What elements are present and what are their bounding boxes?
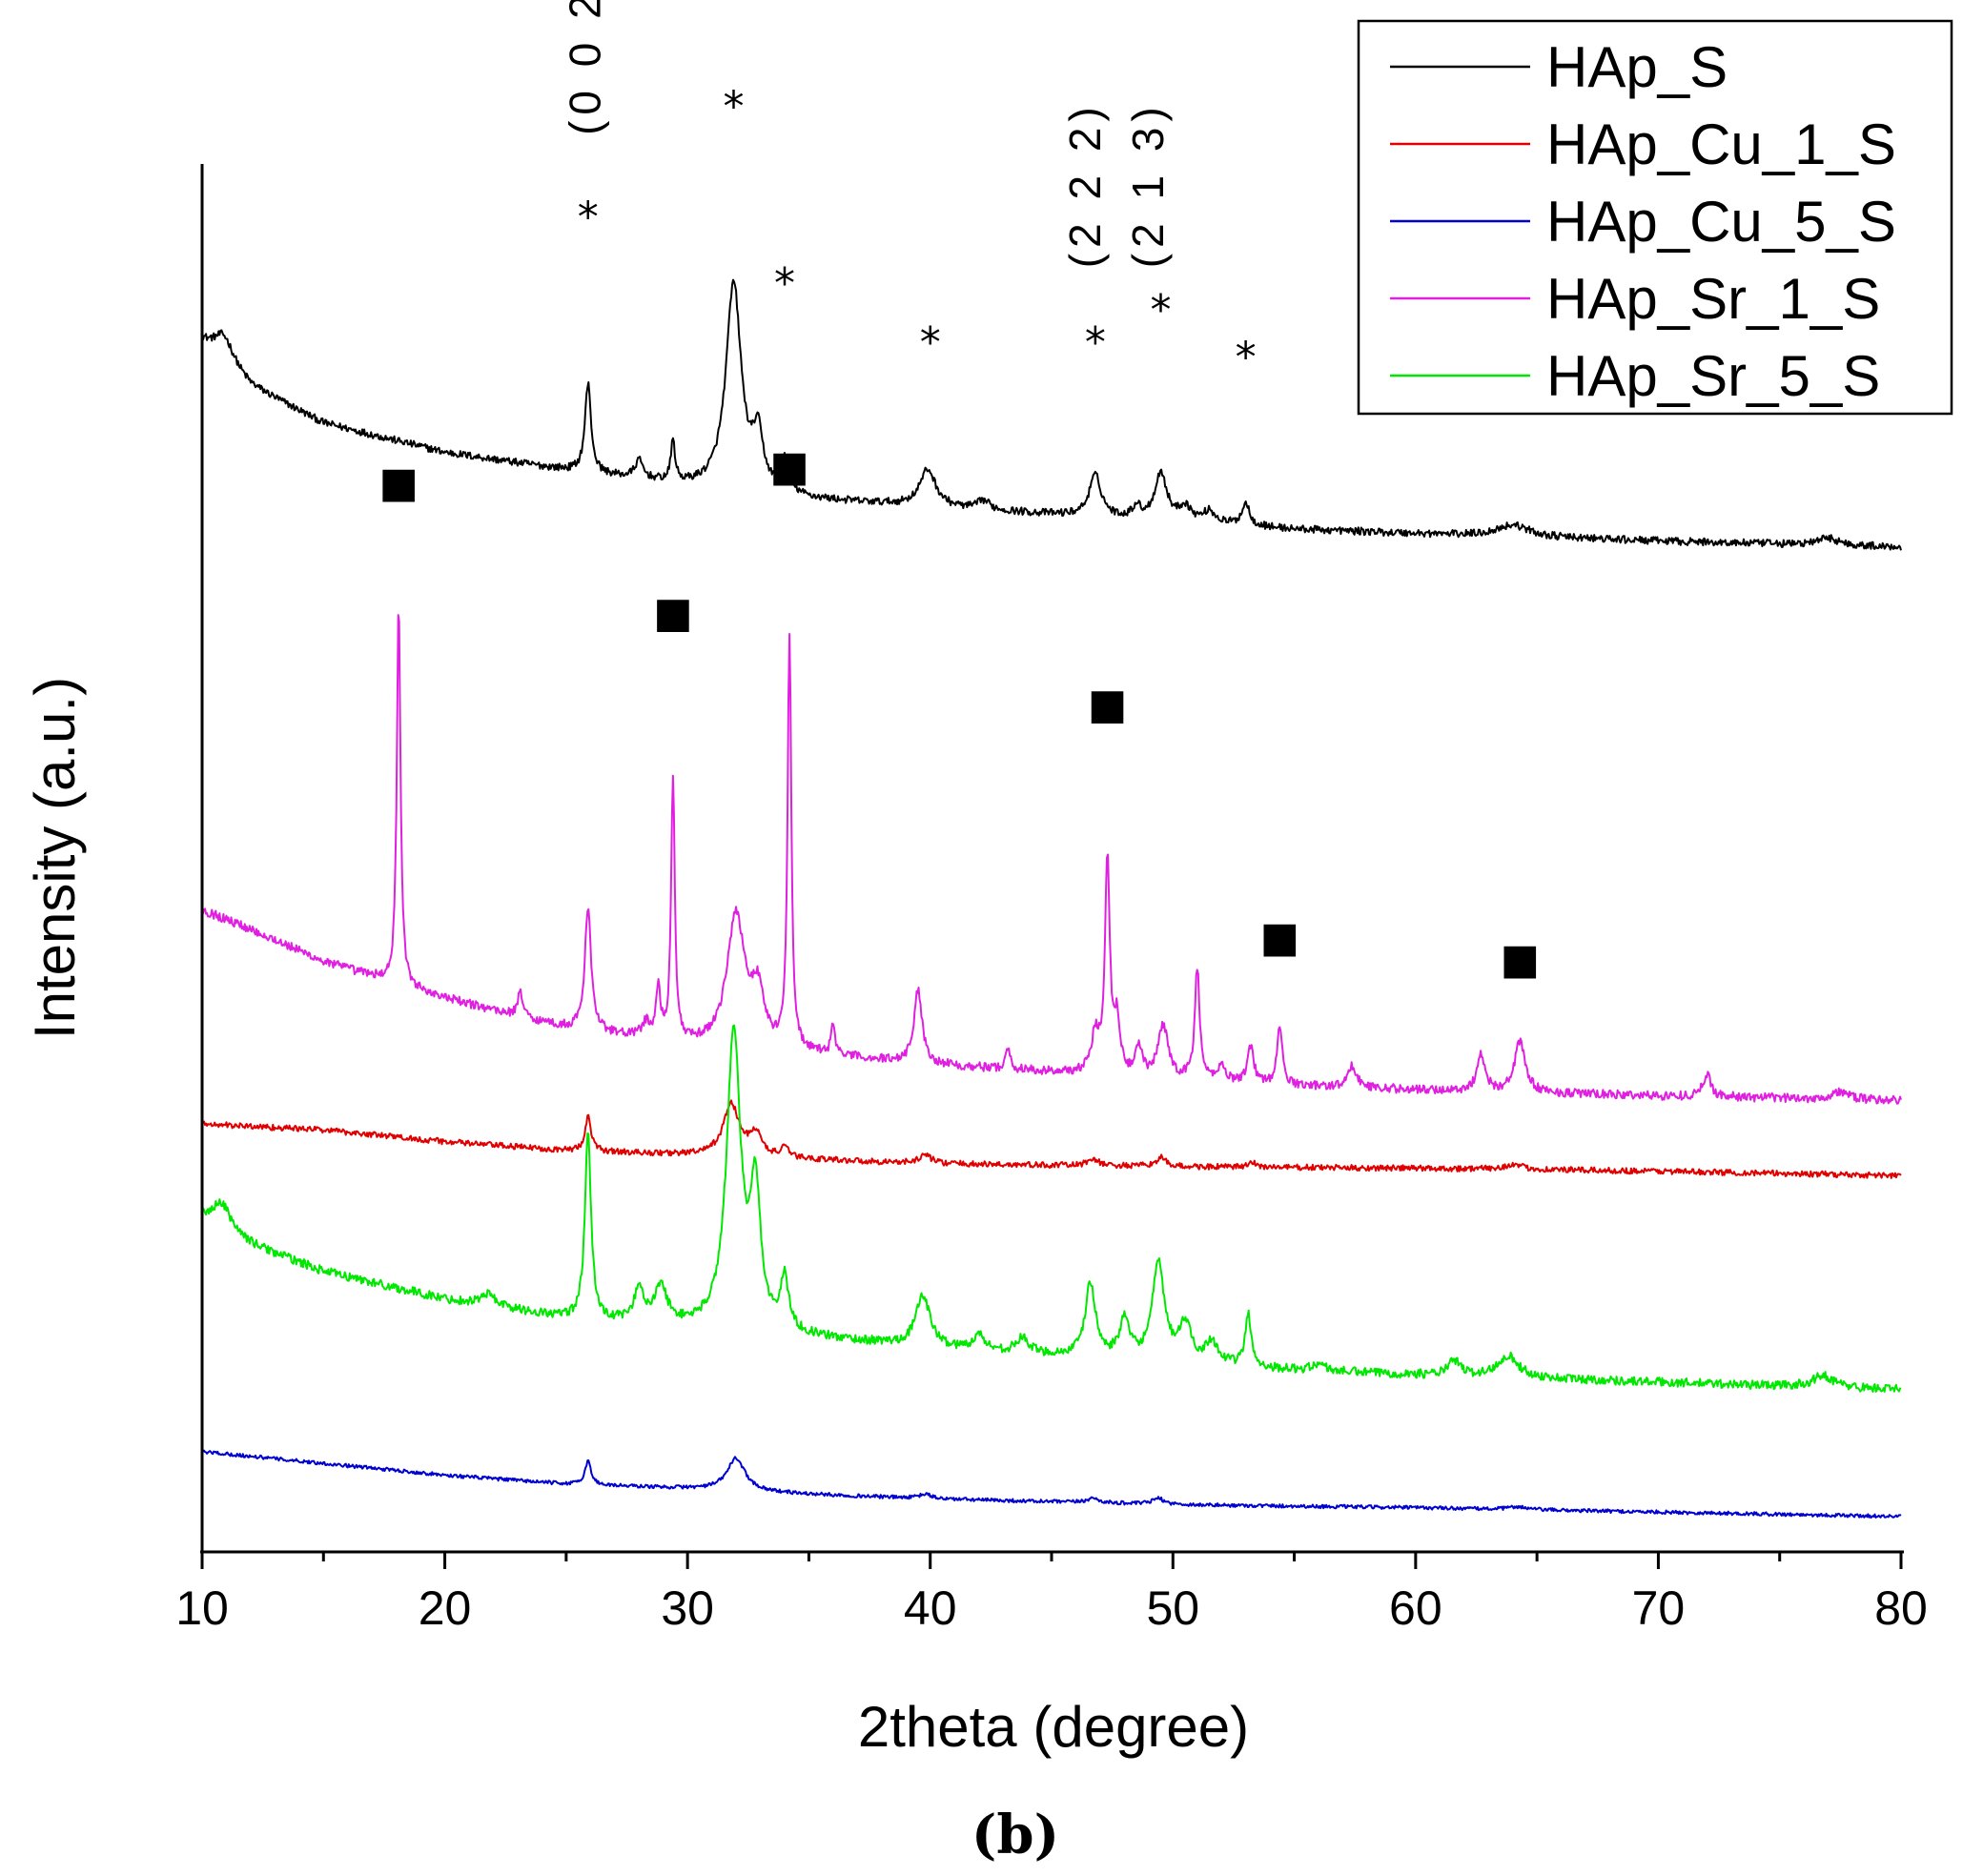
hap-peak-marker: * <box>774 259 795 308</box>
sr-phase-marker: ■ <box>378 459 419 507</box>
legend-label: HAp_S <box>1546 35 1728 99</box>
legend-box <box>1357 19 1953 416</box>
hap-peak-marker: * <box>920 318 941 367</box>
x-tick-label: 50 <box>1146 1581 1199 1635</box>
x-tick-label: 40 <box>904 1581 957 1635</box>
panel-label: (b) <box>971 1804 1059 1866</box>
legend-label: HAp_Cu_5_S <box>1546 190 1896 254</box>
hap-peak-marker: * <box>1085 318 1106 367</box>
legend-label: HAp_Cu_1_S <box>1546 112 1896 176</box>
hkl-annotation: (2 2 2) <box>1060 101 1110 268</box>
series-line-hap-cu-5-s <box>201 1449 1902 1519</box>
hap-peak-marker: * <box>1236 334 1257 382</box>
series-line-hap-cu-1-s <box>201 1099 1902 1179</box>
x-tick-label: 60 <box>1389 1581 1442 1635</box>
x-tick-label: 30 <box>661 1581 714 1635</box>
x-ticks: 10 20 30 40 50 60 70 80 <box>175 1552 1928 1635</box>
x-axis-title: 2theta (degree) <box>858 1695 1249 1759</box>
x-tick-label: 10 <box>175 1581 229 1635</box>
sr-phase-marker: ■ <box>653 588 693 637</box>
sr-phase-marker: ■ <box>1501 935 1541 984</box>
sr-phase-marker: ■ <box>1260 913 1300 962</box>
y-axis-title: Intensity (a.u.) <box>23 677 87 1039</box>
hkl-annotation: (0 0 2) <box>561 0 610 135</box>
x-tick-label: 80 <box>1874 1581 1928 1635</box>
series-line-hap-sr-1-s <box>201 614 1902 1105</box>
legend-label: HAp_Sr_5_S <box>1546 344 1880 408</box>
hap-peak-marker: * <box>578 194 599 242</box>
series-line-hap-sr-5-s <box>201 1024 1902 1393</box>
series-lines <box>201 278 1902 1519</box>
sr-phase-marker: ■ <box>769 442 809 491</box>
sr-phase-marker: ■ <box>1088 680 1128 728</box>
hap-peak-marker: * <box>724 82 745 131</box>
peak-markers: *******(0 0 2)(2 1 1)(2 2 2)(2 1 3)■■■■■… <box>378 0 1540 984</box>
hap-peak-marker: * <box>1151 286 1172 335</box>
x-tick-label: 20 <box>419 1581 472 1635</box>
legend: HAp_S HAp_Cu_1_S HAp_Cu_5_S HAp_Sr_1_S HAp_S… <box>1357 19 1953 416</box>
hkl-annotation: (2 1 3) <box>1123 101 1173 268</box>
x-tick-label: 70 <box>1632 1581 1686 1635</box>
series-line-hap-s <box>201 278 1902 551</box>
legend-label: HAp_Sr_1_S <box>1546 267 1880 331</box>
